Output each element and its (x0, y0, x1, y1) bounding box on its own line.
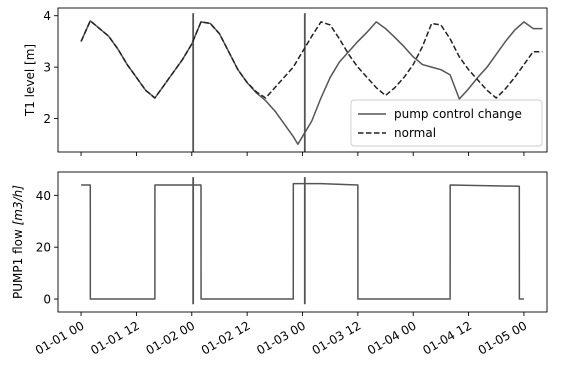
bottom-vlines (192, 177, 306, 305)
legend-label-normal: normal (394, 126, 436, 140)
top-panel: 2 3 4 T1 level [m] pump control change nor… (23, 7, 548, 156)
top-y-ticks: 2 3 4 (43, 9, 58, 126)
bottom-series-lines (81, 182, 524, 300)
legend-box (350, 99, 543, 147)
legend: pump control change normal (350, 99, 543, 147)
bottom-plot-area (58, 172, 547, 312)
x-tick-label-4: 01-03 00 (254, 318, 308, 357)
bottom-y-ticks: 0 20 40 (36, 189, 58, 307)
top-x-ticks (80, 152, 525, 156)
top-y-tick-label-2: 2 (43, 112, 51, 126)
bottom-y-tick-label-40: 40 (36, 189, 51, 203)
bottom-y-tick-label-20: 20 (36, 241, 51, 255)
x-tick-label-6: 01-04 00 (365, 318, 419, 357)
x-tick-label-5: 01-03 12 (310, 318, 364, 357)
bottom-y-axis-label-text: PUMP1 flow (11, 225, 25, 299)
bottom-y-axis-unit: [m3/h] (11, 185, 25, 226)
bottom-x-ticks: 01-01 00 01-01 12 01-02 00 01-02 12 01-03 00… (33, 312, 530, 358)
top-y-axis-label: T1 level [m] (23, 44, 37, 117)
bottom-y-tick-label-0: 0 (43, 293, 51, 307)
x-tick-label-3: 01-02 12 (199, 318, 253, 357)
bottom-series-pump-control-change (81, 182, 524, 300)
top-series-lines (80, 20, 543, 146)
x-tick-label-2: 01-02 00 (144, 318, 198, 357)
bottom-y-axis-label: PUMP1 flow [m3/h] (11, 185, 25, 299)
top-y-tick-label-3: 3 (43, 61, 51, 75)
x-tick-label-7: 01-04 12 (420, 318, 474, 357)
top-series-normal (80, 20, 543, 99)
top-vlines (192, 13, 306, 152)
x-tick-label-1: 01-01 12 (88, 318, 142, 357)
top-y-tick-label-4: 4 (43, 9, 51, 23)
x-tick-label-0: 01-01 00 (33, 318, 87, 357)
legend-label-pump-control-change: pump control change (394, 107, 522, 121)
x-tick-label-8: 01-05 00 (476, 318, 530, 357)
